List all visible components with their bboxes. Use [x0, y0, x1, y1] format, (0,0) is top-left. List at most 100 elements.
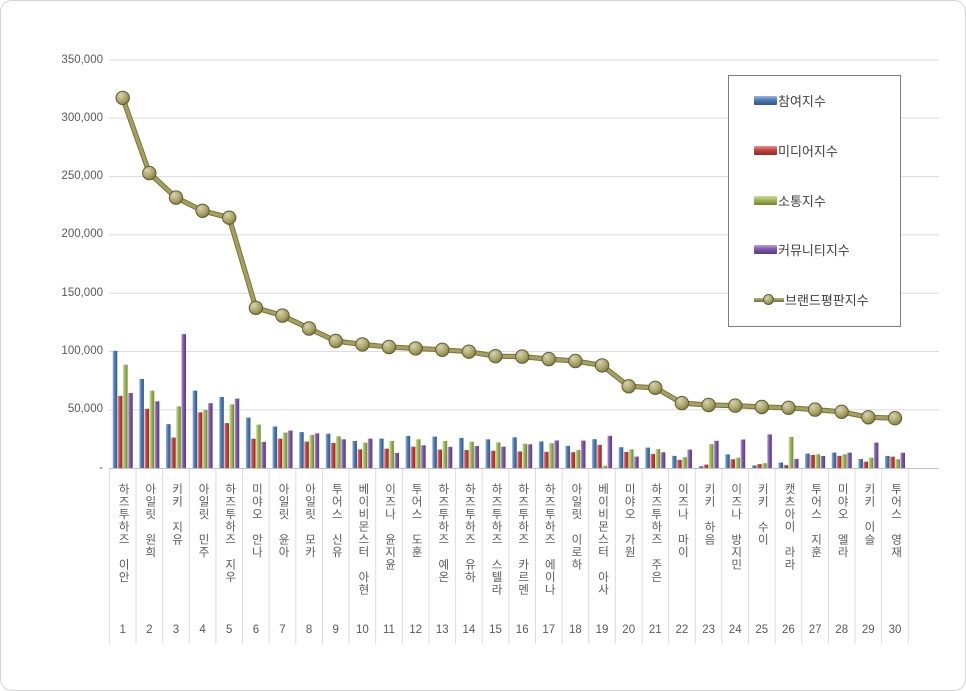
rank-label: 21 — [648, 624, 662, 636]
brand-line-marker — [887, 411, 903, 426]
bar-참여지수 — [405, 435, 411, 468]
rank-label: 28 — [835, 624, 849, 636]
bar-커뮤니티지수 — [820, 455, 826, 468]
y-axis-tick-label: 100,000 — [61, 345, 103, 357]
category-label: 하즈투하즈 지우 — [223, 483, 236, 584]
bar-참여지수 — [751, 465, 757, 468]
bar-소통지수 — [469, 441, 474, 468]
bar-커뮤니티지수 — [128, 393, 133, 468]
bar-참여지수 — [565, 445, 570, 468]
bar-커뮤니티지수 — [367, 438, 373, 468]
bar-미디어지수 — [490, 450, 496, 468]
rank-label: 20 — [622, 624, 636, 636]
bar-커뮤니티지수 — [634, 456, 639, 468]
legend-bar-swatch-icon — [754, 245, 777, 255]
bar-미디어지수 — [250, 438, 256, 468]
rank-label: 1 — [119, 624, 126, 636]
bar-참여지수 — [485, 439, 491, 468]
category-label: 하즈투하즈 예온 — [436, 483, 449, 584]
bar-미디어지수 — [623, 451, 629, 468]
legend-item: 미디어지수 — [754, 141, 894, 160]
bar-커뮤니티지수 — [261, 441, 266, 468]
rank-label: 14 — [462, 624, 476, 636]
brand-line-marker — [754, 399, 769, 415]
y-axis-tick-label: 350,000 — [61, 53, 103, 66]
category-label: 하즈투하즈 카르멘 — [516, 483, 529, 596]
category-label: 베이비몬스터 아사 — [596, 483, 609, 596]
bar-소통지수 — [256, 424, 261, 468]
bar-커뮤니티지수 — [234, 398, 240, 468]
brand-line-marker — [328, 333, 343, 349]
bar-참여지수 — [884, 455, 890, 468]
bar-소통지수 — [176, 406, 181, 468]
bar-커뮤니티지수 — [341, 439, 346, 468]
brand-line-marker — [168, 190, 184, 205]
bar-커뮤니티지수 — [527, 444, 533, 468]
bar-참여지수 — [432, 436, 437, 468]
category-label: 하즈투하즈 이안 — [117, 483, 130, 584]
bar-커뮤니티지수 — [687, 449, 692, 468]
legend: 참여지수 미디어지수 소통지수 커뮤니티지수 브랜드평판지수 — [728, 75, 901, 327]
bar-소통지수 — [708, 444, 714, 468]
bar-미디어지수 — [224, 423, 229, 468]
bar-참여지수 — [139, 378, 144, 468]
bar-소통지수 — [842, 454, 847, 468]
rank-label: 3 — [172, 624, 180, 636]
bar-미디어지수 — [890, 456, 895, 468]
bar-소통지수 — [575, 449, 581, 468]
bar-소통지수 — [655, 449, 661, 468]
bar-커뮤니티지수 — [793, 458, 799, 468]
y-axis-tick-label: 200,000 — [61, 228, 103, 241]
brand-line-marker — [674, 395, 690, 411]
brand-line-marker — [861, 410, 876, 425]
bar-소통지수 — [282, 432, 288, 468]
rank-label: 12 — [409, 624, 422, 636]
bar-커뮤니티지수 — [714, 440, 719, 468]
bar-참여지수 — [805, 453, 810, 468]
bar-소통지수 — [868, 457, 874, 468]
brand-line-marker — [515, 349, 530, 364]
bar-미디어지수 — [730, 459, 735, 468]
bar-참여지수 — [165, 424, 171, 468]
bar-미디어지수 — [277, 438, 283, 468]
bar-커뮤니티지수 — [740, 439, 746, 468]
category-label: 이즈나 윤지윤 — [383, 483, 396, 571]
bar-참여지수 — [592, 439, 597, 468]
bar-소통지수 — [202, 409, 208, 468]
brand-line-marker — [648, 380, 663, 395]
category-label: 아일릿 윤아 — [277, 483, 289, 559]
legend-bar-swatch-icon — [754, 195, 777, 205]
category-label: 투어스 영재 — [889, 483, 902, 559]
bar-미디어지수 — [810, 454, 815, 468]
bar-커뮤니티지수 — [394, 452, 400, 468]
legend-bar-swatch-icon — [754, 96, 777, 105]
brand-line-marker — [248, 300, 264, 316]
bar-소통지수 — [149, 390, 155, 468]
bar-소통지수 — [442, 440, 448, 468]
legend-label: 브랜드평판지수 — [785, 293, 869, 308]
bar-미디어지수 — [756, 464, 762, 468]
brand-line-marker — [301, 321, 317, 336]
bar-참여지수 — [858, 459, 863, 468]
category-label: 베이비몬스터 아현 — [356, 483, 369, 596]
bar-참여지수 — [378, 438, 384, 468]
bar-미디어지수 — [410, 446, 416, 468]
legend-line-swatch-icon — [754, 293, 784, 306]
bar-소통지수 — [495, 442, 501, 468]
category-label: 캣츠아이 라라 — [783, 483, 795, 571]
rank-label: 9 — [332, 624, 339, 636]
brand-line-marker — [435, 342, 450, 357]
category-label: 이즈나 방지민 — [729, 483, 742, 571]
y-axis-tick-label: - — [99, 461, 103, 474]
bar-커뮤니티지수 — [847, 452, 852, 468]
brand-line-marker — [541, 351, 556, 367]
brand-line-marker — [355, 337, 370, 352]
category-label: 하즈투하즈 스텔라 — [490, 483, 502, 596]
category-label: 하즈투하즈 유하 — [463, 483, 476, 584]
bar-커뮤니티지수 — [873, 442, 879, 468]
bar-커뮤니티지수 — [500, 446, 506, 468]
bar-커뮤니티지수 — [421, 445, 426, 468]
bar-소통지수 — [602, 465, 607, 468]
bar-미디어지수 — [464, 450, 469, 468]
